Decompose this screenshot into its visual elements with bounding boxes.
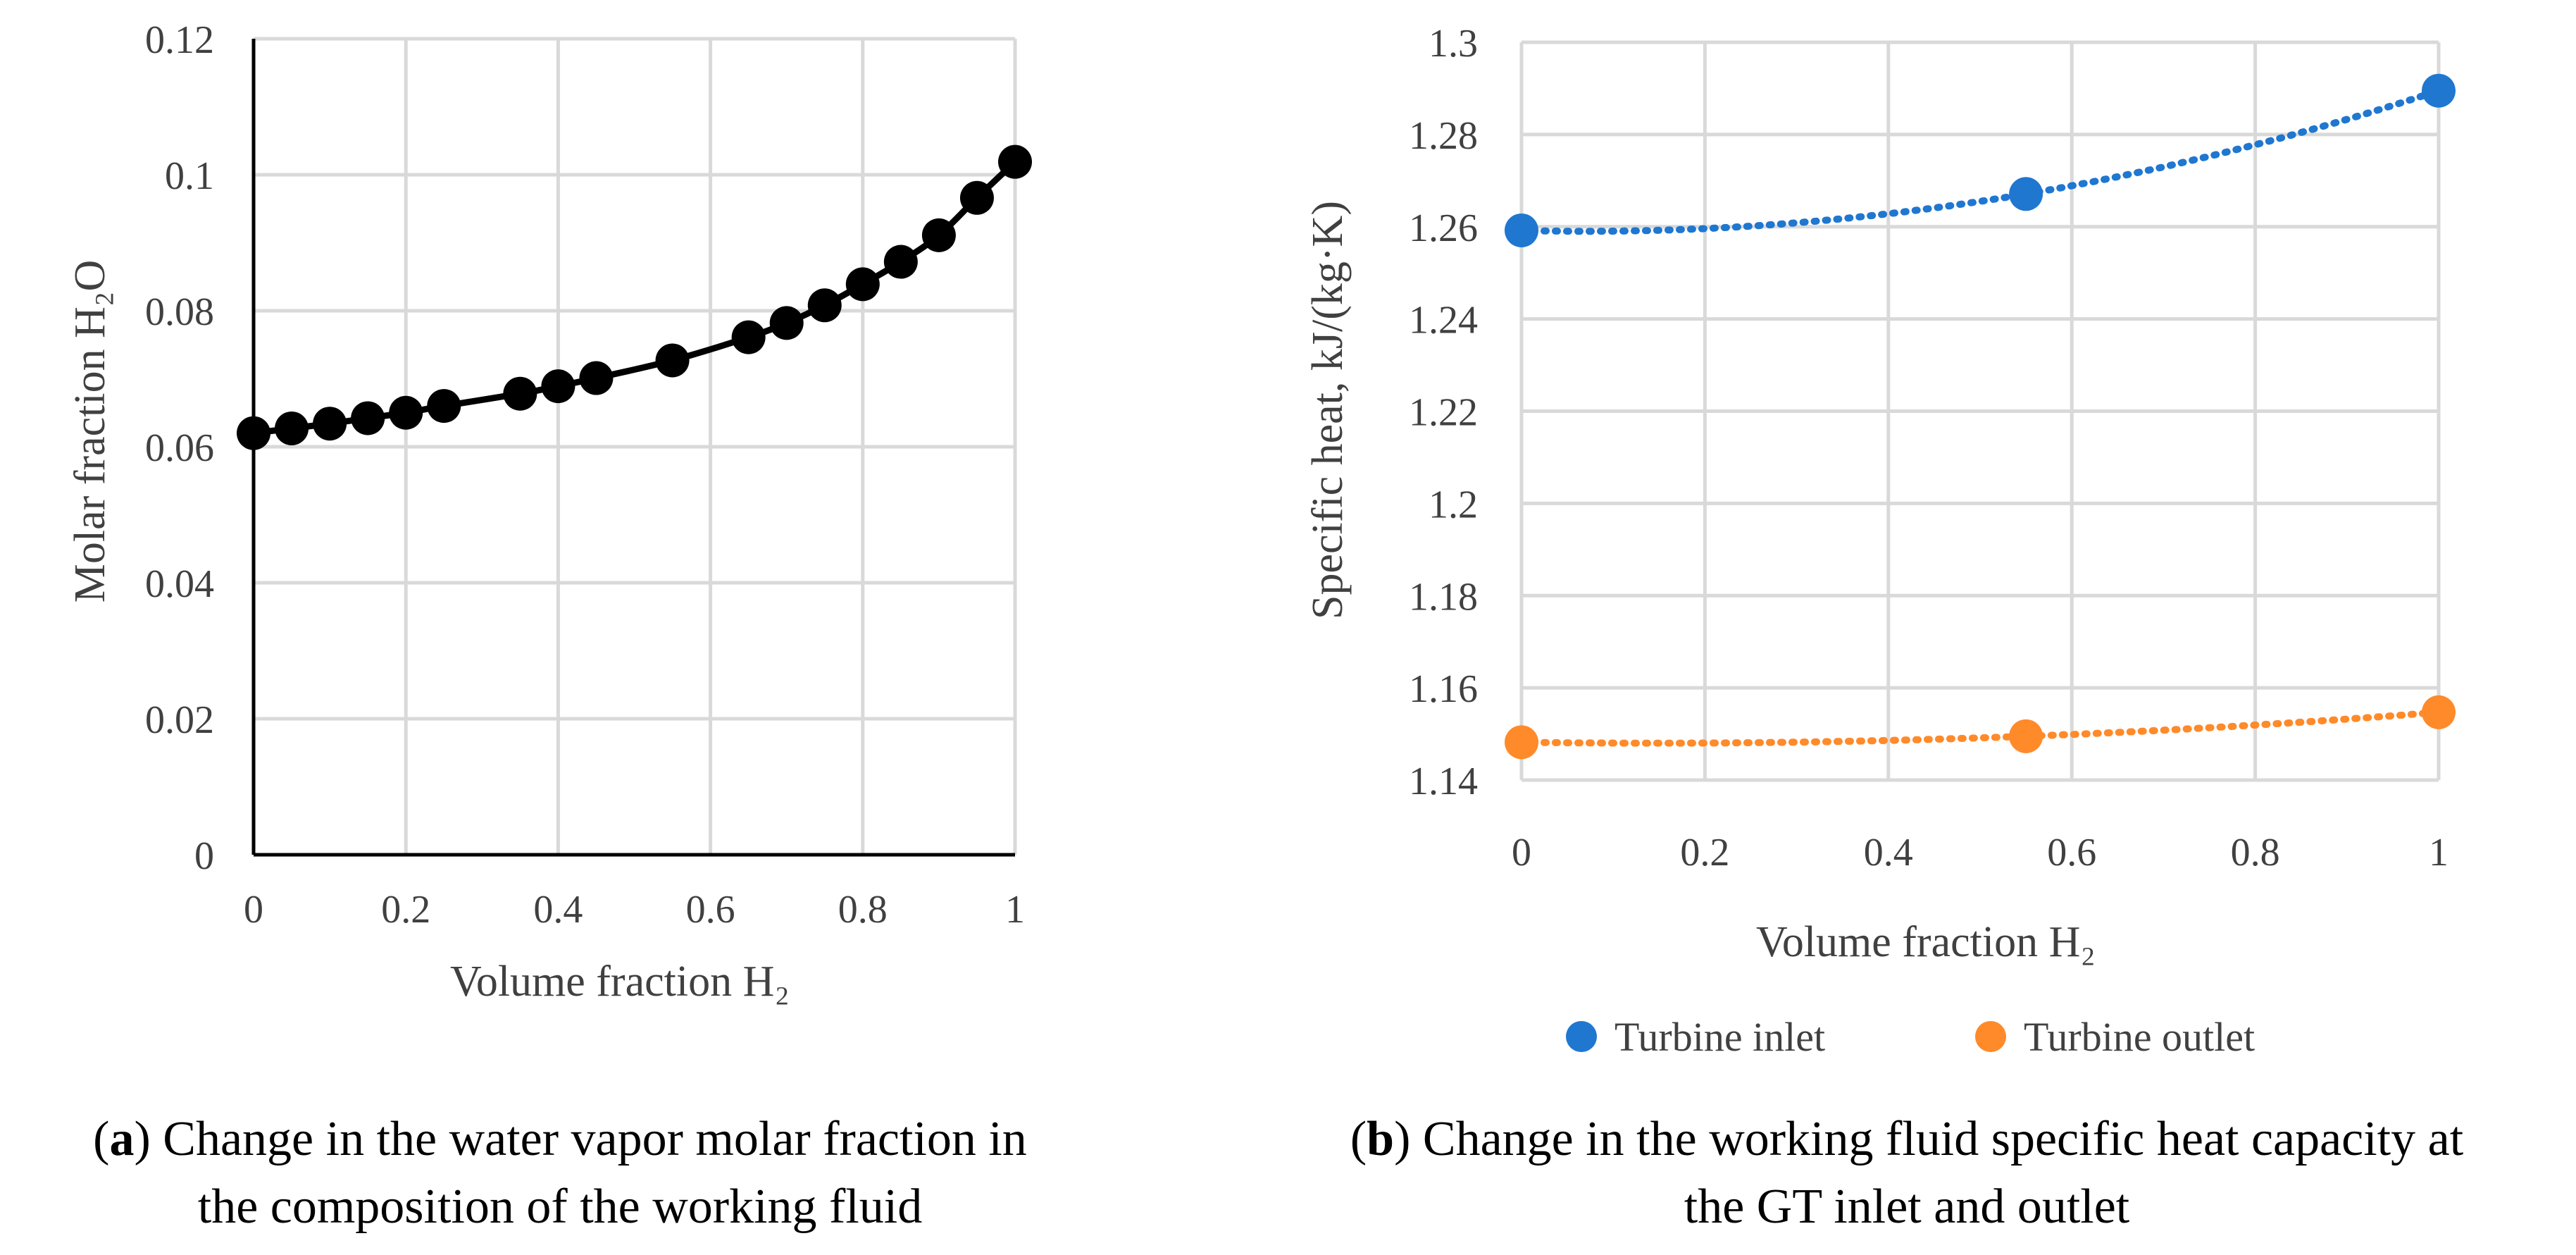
- chart-b-y-axis-label: Specific heat, kJ/(kg·K): [1304, 201, 1352, 619]
- chart-a-y-tick-label: 0.08: [145, 290, 214, 334]
- chart-b-x-tick-label: 0.8: [2231, 831, 2280, 874]
- chart-a-data-point: [883, 245, 918, 279]
- chart-a-data-point: [731, 320, 766, 354]
- chart-a-data-point: [503, 376, 537, 411]
- chart-b-point-turbine-outlet: [2422, 695, 2456, 729]
- chart-b-caption-line1: (b) Change in the working fluid specific…: [1350, 1112, 2464, 1166]
- chart-b-x-tick-labels: 0 0.2 0.4 0.6 0.8 1: [1512, 831, 2449, 874]
- chart-a-y-tick-labels: 0 0.02 0.04 0.06 0.08 0.1 0.12: [145, 18, 214, 878]
- chart-b-trendline-turbine-inlet: [1518, 87, 2442, 235]
- chart-b-caption-text: ) Change in the working fluid specific h…: [1394, 1112, 2464, 1166]
- chart-b-y-tick-label: 1.22: [1409, 391, 1478, 435]
- chart-b-x-tick-label: 0: [1512, 831, 1531, 874]
- chart-a-data-point: [998, 144, 1032, 179]
- chart-a-y-tick-label: 0.1: [165, 154, 214, 198]
- chart-b-point-turbine-inlet: [1505, 213, 1538, 247]
- chart-a-data-point: [921, 218, 956, 252]
- chart-b-data-points: [1505, 73, 2456, 760]
- chart-a-data-point: [389, 395, 423, 430]
- chart-b-x-tick-label: 1: [2429, 831, 2449, 874]
- chart-a-x-tick-labels: 0 0.2 0.4 0.6 0.8 1: [244, 888, 1025, 932]
- chart-a-data-point: [807, 288, 842, 323]
- chart-a-data-point: [275, 411, 309, 445]
- chart-b-trendline-turbine-outlet: [1518, 708, 2442, 747]
- chart-a-data-point: [313, 407, 347, 441]
- chart-a-y-tick-label: 0.04: [145, 562, 214, 606]
- chart-b-y-tick-labels: 1.14 1.16 1.18 1.2 1.22 1.24 1.26 1.28 1.3: [1409, 22, 1478, 803]
- chart-b-y-tick-label: 1.24: [1409, 299, 1478, 342]
- chart-b-x-tick-label: 0.6: [2047, 831, 2096, 874]
- chart-b-caption-line2: the GT inlet and outlet: [1684, 1180, 2130, 1234]
- chart-a-x-tick-label: 0.2: [381, 888, 430, 932]
- chart-b-y-tick-label: 1.18: [1409, 575, 1478, 619]
- chart-b-x-axis-label: Volume fraction H₂: [1756, 918, 2096, 966]
- chart-a-data-point: [427, 389, 461, 424]
- chart-a-caption-letter: a: [109, 1112, 134, 1166]
- chart-b-legend: Turbine inlet Turbine outlet: [1566, 1014, 2255, 1060]
- chart-b-y-tick-label: 1.14: [1409, 760, 1478, 803]
- chart-a-data-point: [959, 180, 994, 215]
- chart-a-data-point: [541, 369, 575, 404]
- legend-marker-turbine-outlet: [1975, 1021, 2006, 1052]
- chart-a-caption-line2: the composition of the working fluid: [198, 1180, 922, 1234]
- chart-a-data-points: [237, 144, 1032, 450]
- chart-a-y-axis-label: Molar fraction H₂O: [66, 260, 114, 602]
- chart-a-data-point: [655, 343, 690, 378]
- chart-a-y-tick-label: 0.12: [145, 18, 214, 62]
- chart-a-data-point: [579, 361, 614, 395]
- legend-label-turbine-inlet: Turbine inlet: [1614, 1014, 1825, 1060]
- legend-marker-turbine-inlet: [1566, 1021, 1597, 1052]
- chart-a-y-tick-label: 0: [194, 834, 214, 878]
- chart-b-y-tick-label: 1.26: [1409, 206, 1478, 250]
- chart-a-gridlines: [251, 37, 1017, 857]
- chart-a-x-tick-label: 0.4: [533, 888, 583, 932]
- chart-b-y-tick-label: 1.2: [1429, 483, 1478, 526]
- chart-a: 00.020.040.060.080.10.12 0 0.2 0.4 0.6 0.8 1 …: [66, 18, 1032, 1234]
- chart-a-y-tick-label: 0.02: [145, 698, 214, 742]
- chart-b-gridlines: [1519, 40, 2441, 782]
- chart-b-y-tick-label: 1.16: [1409, 667, 1478, 711]
- chart-b-y-tick-label: 1.28: [1409, 114, 1478, 158]
- chart-b: 1.141.161.181.21.221.241.261.281.3 0 0.2 0…: [1304, 22, 2464, 1234]
- chart-a-series-line: [253, 159, 1018, 437]
- chart-b-point-turbine-inlet: [2422, 73, 2456, 108]
- chart-a-data-point: [237, 416, 270, 450]
- chart-b-point-turbine-outlet: [1505, 725, 1538, 760]
- chart-a-y-tick-label: 0.06: [145, 426, 214, 470]
- chart-b-x-tick-label: 0.4: [1864, 831, 1913, 874]
- chart-a-x-tick-label: 0.8: [838, 888, 888, 932]
- chart-b-point-turbine-outlet: [2009, 719, 2043, 753]
- chart-a-x-tick-label: 0: [244, 888, 263, 932]
- chart-a-caption-line1: (a) Change in the water vapor molar frac…: [93, 1112, 1027, 1166]
- chart-b-point-turbine-inlet: [2009, 177, 2043, 211]
- chart-a-x-axis-label: Volume fraction H₂: [450, 958, 790, 1006]
- chart-a-x-tick-label: 1: [1005, 888, 1025, 932]
- chart-b-y-tick-label: 1.3: [1429, 22, 1478, 66]
- chart-a-x-tick-label: 0.6: [686, 888, 735, 932]
- chart-a-data-point: [769, 306, 804, 340]
- chart-a-data-point: [845, 267, 880, 302]
- chart-a-caption-text: ) Change in the water vapor molar fracti…: [134, 1112, 1026, 1166]
- chart-a-data-point: [351, 401, 385, 435]
- chart-b-caption-letter: b: [1367, 1112, 1394, 1166]
- chart-b-x-tick-label: 0.2: [1680, 831, 1729, 874]
- legend-label-turbine-outlet: Turbine outlet: [2024, 1014, 2255, 1060]
